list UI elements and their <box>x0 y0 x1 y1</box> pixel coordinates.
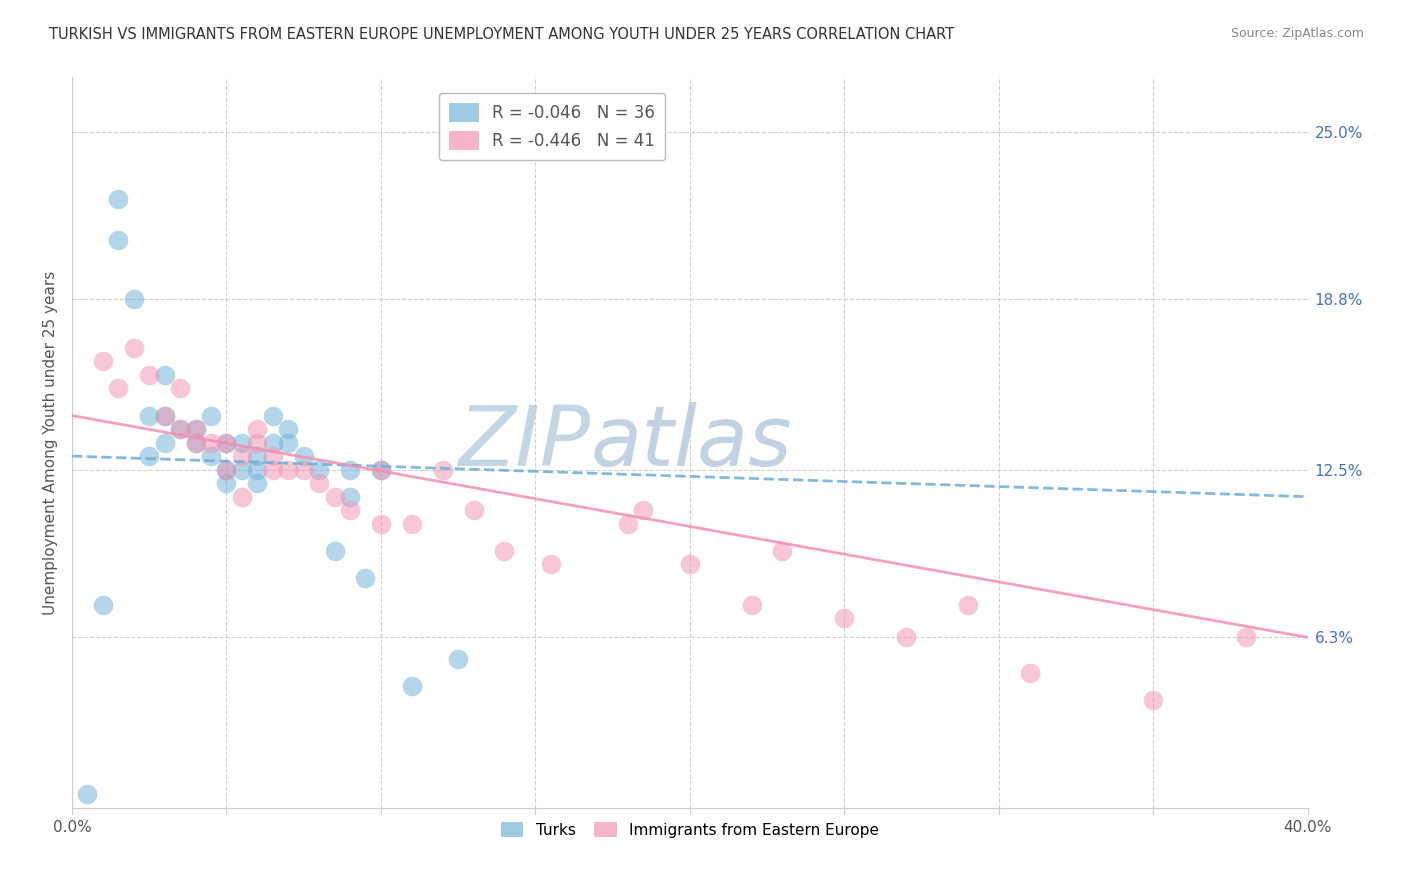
Point <box>246 476 269 491</box>
Point <box>153 409 176 423</box>
Point <box>277 463 299 477</box>
Point <box>200 435 222 450</box>
Legend: Turks, Immigrants from Eastern Europe: Turks, Immigrants from Eastern Europe <box>495 815 886 844</box>
Point <box>169 382 191 396</box>
Text: ZIP: ZIP <box>458 402 591 483</box>
Point <box>1142 692 1164 706</box>
Point <box>184 422 207 436</box>
Point <box>122 341 145 355</box>
Point <box>956 598 979 612</box>
Point <box>107 192 129 206</box>
Point <box>679 558 702 572</box>
Point <box>617 516 640 531</box>
Point <box>231 435 253 450</box>
Point <box>323 543 346 558</box>
Text: Source: ZipAtlas.com: Source: ZipAtlas.com <box>1230 27 1364 40</box>
Point <box>231 449 253 463</box>
Point <box>184 435 207 450</box>
Point <box>262 435 284 450</box>
Point <box>401 679 423 693</box>
Point <box>262 449 284 463</box>
Point <box>741 598 763 612</box>
Point <box>215 435 238 450</box>
Point <box>169 422 191 436</box>
Point <box>215 476 238 491</box>
Point <box>107 382 129 396</box>
Text: atlas: atlas <box>591 402 793 483</box>
Point <box>262 463 284 477</box>
Point <box>540 558 562 572</box>
Point <box>1018 665 1040 680</box>
Y-axis label: Unemployment Among Youth under 25 years: Unemployment Among Youth under 25 years <box>44 270 58 615</box>
Point <box>633 503 655 517</box>
Point <box>463 503 485 517</box>
Point <box>138 409 160 423</box>
Point <box>401 516 423 531</box>
Point <box>832 611 855 625</box>
Point <box>354 571 377 585</box>
Point <box>231 490 253 504</box>
Point <box>277 435 299 450</box>
Point <box>894 631 917 645</box>
Point <box>772 543 794 558</box>
Point <box>91 598 114 612</box>
Point <box>262 409 284 423</box>
Point <box>292 449 315 463</box>
Point <box>370 463 392 477</box>
Point <box>323 490 346 504</box>
Point <box>231 463 253 477</box>
Point <box>107 233 129 247</box>
Point <box>432 463 454 477</box>
Point <box>277 422 299 436</box>
Point <box>153 368 176 382</box>
Point <box>138 449 160 463</box>
Point <box>308 463 330 477</box>
Point <box>370 463 392 477</box>
Point <box>215 463 238 477</box>
Point <box>292 463 315 477</box>
Point <box>339 503 361 517</box>
Point <box>153 409 176 423</box>
Point <box>494 543 516 558</box>
Point <box>215 435 238 450</box>
Text: TURKISH VS IMMIGRANTS FROM EASTERN EUROPE UNEMPLOYMENT AMONG YOUTH UNDER 25 YEAR: TURKISH VS IMMIGRANTS FROM EASTERN EUROP… <box>49 27 955 42</box>
Point <box>215 463 238 477</box>
Point <box>246 422 269 436</box>
Point <box>339 463 361 477</box>
Point <box>339 490 361 504</box>
Point <box>184 435 207 450</box>
Point <box>246 449 269 463</box>
Point <box>1234 631 1257 645</box>
Point <box>76 787 98 801</box>
Point <box>200 409 222 423</box>
Point <box>246 435 269 450</box>
Point <box>153 435 176 450</box>
Point <box>447 652 470 666</box>
Point <box>200 449 222 463</box>
Point <box>308 476 330 491</box>
Point <box>246 463 269 477</box>
Point <box>138 368 160 382</box>
Point <box>169 422 191 436</box>
Point <box>122 292 145 306</box>
Point <box>184 422 207 436</box>
Point <box>91 354 114 368</box>
Point <box>370 516 392 531</box>
